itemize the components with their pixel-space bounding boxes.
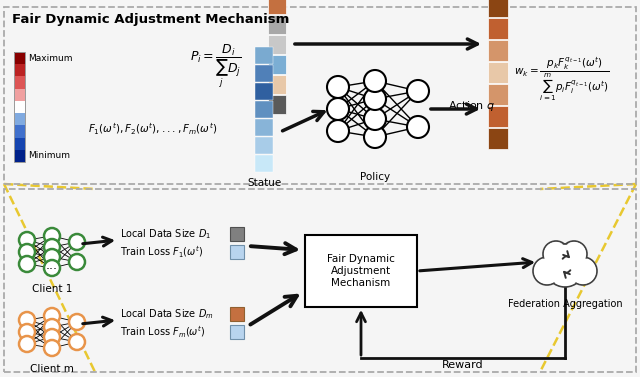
Text: Train Loss $F_1(\omega^t)$: Train Loss $F_1(\omega^t)$ [120, 244, 204, 260]
Bar [268, 35, 286, 54]
Text: Client m: Client m [30, 364, 74, 374]
Bar [488, 18, 508, 39]
Bar [255, 119, 273, 136]
Circle shape [364, 70, 386, 92]
Bar [255, 83, 273, 100]
Bar [14, 113, 25, 125]
Circle shape [69, 314, 85, 330]
Bar [268, 95, 286, 114]
Text: Federation Aggregation: Federation Aggregation [508, 299, 622, 309]
Bar [14, 52, 25, 162]
Text: Fair Dynamic Adjustment Mechanism: Fair Dynamic Adjustment Mechanism [12, 13, 289, 26]
Circle shape [44, 249, 60, 265]
Bar [14, 64, 25, 77]
Circle shape [561, 241, 587, 267]
Text: Minimum: Minimum [28, 151, 70, 160]
Text: Client 1: Client 1 [32, 284, 72, 294]
Circle shape [544, 242, 568, 266]
Bar [268, 15, 286, 34]
Bar [488, 84, 508, 105]
Circle shape [534, 258, 560, 284]
Bar [488, 0, 508, 17]
Bar [488, 106, 508, 127]
Bar [488, 40, 508, 61]
Circle shape [19, 244, 35, 260]
Text: $P_i = \dfrac{D_i}{\sum_j D_j}$: $P_i = \dfrac{D_i}{\sum_j D_j}$ [190, 42, 241, 90]
Text: Reward: Reward [442, 360, 484, 370]
Bar [268, 55, 286, 74]
Circle shape [551, 245, 579, 273]
Circle shape [69, 334, 85, 350]
Text: $F_1(\omega^t), F_2(\omega^t), ..., F_m(\omega^t)$: $F_1(\omega^t), F_2(\omega^t), ..., F_m(… [88, 121, 218, 137]
Bar [14, 101, 25, 113]
Circle shape [407, 80, 429, 102]
Circle shape [570, 258, 596, 284]
Circle shape [44, 239, 60, 255]
Bar [14, 138, 25, 150]
Circle shape [364, 126, 386, 148]
Circle shape [44, 228, 60, 244]
Circle shape [327, 120, 349, 142]
Text: Fair Dynamic
Adjustment
Mechanism: Fair Dynamic Adjustment Mechanism [327, 254, 395, 288]
Circle shape [569, 257, 597, 285]
Text: Action $q$: Action $q$ [448, 99, 495, 113]
Circle shape [19, 312, 35, 328]
Bar [14, 89, 25, 101]
Bar [14, 77, 25, 89]
Text: Policy: Policy [360, 172, 390, 182]
Circle shape [44, 308, 60, 324]
Bar [230, 325, 244, 339]
Circle shape [407, 116, 429, 138]
Bar [255, 65, 273, 82]
Text: Local Data Size $D_m$: Local Data Size $D_m$ [120, 307, 214, 321]
Text: $w_k = \dfrac{p_k F_k^{q_{t-1}}(\omega^t)}{\sum_{i=1}^{m} p_i F_i^{q_{t-1}}(\ome: $w_k = \dfrac{p_k F_k^{q_{t-1}}(\omega^t… [514, 55, 610, 103]
Text: ...: ... [46, 259, 58, 272]
Circle shape [44, 319, 60, 335]
Bar [14, 125, 25, 138]
Circle shape [327, 76, 349, 98]
Circle shape [546, 248, 584, 286]
Circle shape [19, 256, 35, 272]
Circle shape [19, 232, 35, 248]
Circle shape [69, 254, 85, 270]
Bar [4, 189, 636, 372]
Circle shape [364, 88, 386, 110]
Circle shape [327, 98, 349, 120]
Circle shape [69, 234, 85, 250]
Circle shape [44, 260, 60, 276]
Bar [230, 227, 244, 241]
Circle shape [533, 257, 561, 285]
Bar [14, 150, 25, 162]
Text: Local Data Size $D_1$: Local Data Size $D_1$ [120, 227, 211, 241]
Circle shape [364, 108, 386, 130]
Bar [4, 7, 636, 184]
Bar [305, 235, 417, 307]
Text: Train Loss $F_m(\omega^t)$: Train Loss $F_m(\omega^t)$ [120, 324, 205, 340]
Bar [255, 137, 273, 154]
Bar [268, 75, 286, 94]
Circle shape [19, 336, 35, 352]
Circle shape [19, 324, 35, 340]
Bar [255, 47, 273, 64]
Bar [255, 155, 273, 172]
Circle shape [543, 241, 569, 267]
Bar [488, 128, 508, 149]
Circle shape [44, 340, 60, 356]
Circle shape [44, 329, 60, 345]
Circle shape [545, 247, 585, 287]
Bar [230, 245, 244, 259]
Bar [268, 0, 286, 14]
Text: Maximum: Maximum [28, 54, 72, 63]
Bar [14, 52, 25, 64]
Bar [255, 101, 273, 118]
Text: Statue: Statue [247, 178, 281, 188]
Circle shape [550, 244, 580, 274]
Bar [230, 307, 244, 321]
Circle shape [562, 242, 586, 266]
Bar [488, 62, 508, 83]
